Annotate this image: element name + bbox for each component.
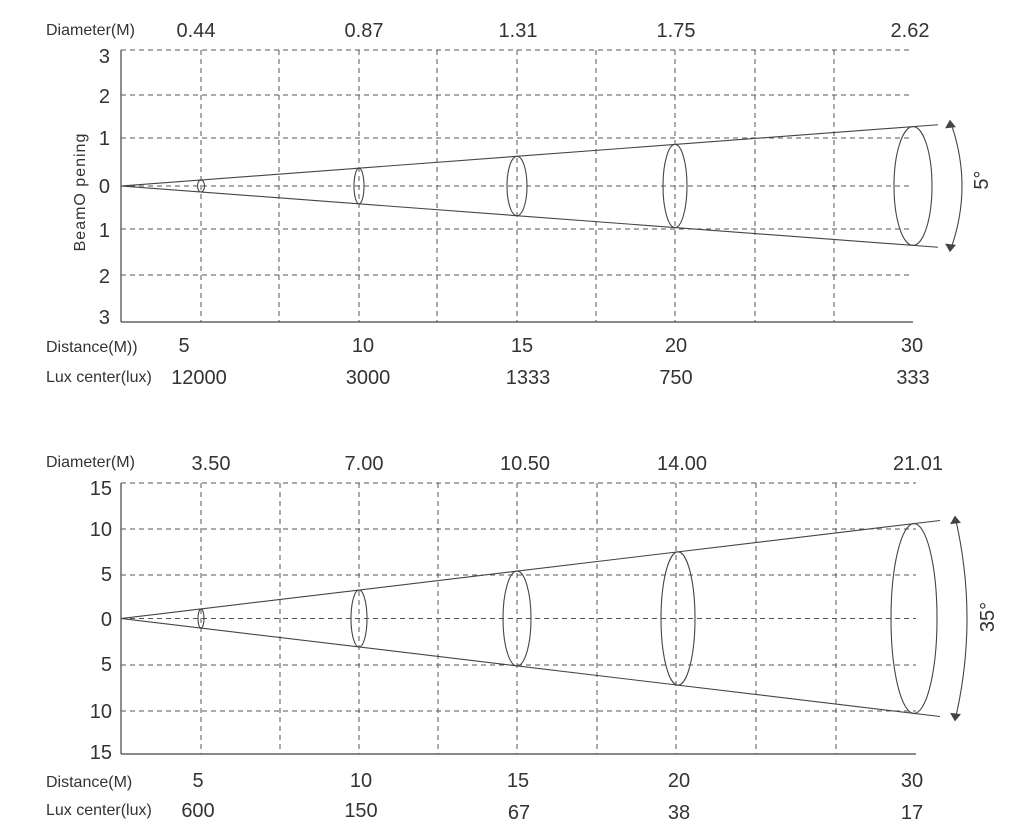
lux-value: 750: [659, 367, 692, 389]
diameter-value: 0.87: [345, 20, 384, 42]
y-tick-label: 5: [101, 564, 112, 586]
beam-spot-ellipse: [196, 179, 206, 193]
beam-spot-ellipse: [350, 589, 368, 648]
distance-value: 20: [668, 770, 690, 792]
distance-value: 30: [901, 335, 923, 357]
beam-edge-lower: [120, 617, 941, 718]
y-tick-label: 10: [90, 519, 112, 541]
arrowhead-down: [950, 712, 961, 722]
beam-angle-label: 5°: [971, 170, 993, 189]
beam-spot-ellipse: [893, 126, 933, 246]
distance-value: 10: [350, 770, 372, 792]
y-tick-label: 2: [99, 266, 110, 288]
diameter-value: 7.00: [345, 453, 384, 475]
beam-edge-upper: [120, 124, 939, 187]
lux-header: Lux center(lux): [46, 369, 152, 386]
distance-value: 20: [665, 335, 687, 357]
y-tick-label: 3: [99, 307, 110, 329]
chart-narrow: Diameter(M) 0.44 0.87 1.31 1.75 2.62 3 2…: [46, 20, 993, 389]
diameter-value: 3.50: [192, 453, 231, 475]
diameter-header: Diameter(M): [46, 22, 135, 39]
lux-value: 150: [344, 800, 377, 822]
beam-marks: [120, 515, 968, 722]
diameter-value: 10.50: [500, 453, 550, 475]
diameter-value: 0.44: [177, 20, 216, 42]
y-tick-label: 0: [101, 609, 112, 631]
diameter-header: Diameter(M): [46, 454, 135, 471]
lux-value: 38: [668, 802, 690, 824]
distance-value: 5: [178, 335, 189, 357]
y-tick-label: 2: [99, 86, 110, 108]
diameter-value: 1.75: [657, 20, 696, 42]
lux-value: 333: [896, 367, 929, 389]
beam-spot-ellipse: [353, 167, 365, 205]
lux-value: 67: [508, 802, 530, 824]
y-tick-label: 0: [99, 176, 110, 198]
y-tick-label: 10: [90, 701, 112, 723]
beam-spot-ellipse: [660, 551, 696, 686]
diameter-value: 21.01: [893, 453, 943, 475]
lux-value: 1333: [506, 367, 551, 389]
y-tick-label: 5: [101, 654, 112, 676]
beam-marks: [120, 119, 963, 253]
beam-angle-label: 35°: [977, 602, 999, 632]
distance-header: Distance(M)): [46, 339, 138, 356]
beam-spot-ellipse: [890, 523, 938, 714]
plot-grid: [120, 49, 913, 323]
plot-grid: [120, 482, 916, 755]
diameter-value: 14.00: [657, 453, 707, 475]
beam-spot-ellipse: [506, 155, 528, 217]
y-tick-label: 15: [90, 478, 112, 500]
distance-header: Distance(M): [46, 774, 132, 791]
beam-spot-ellipse: [197, 608, 205, 629]
distance-value: 30: [901, 770, 923, 792]
lux-value: 600: [181, 800, 214, 822]
beam-edge-upper: [120, 519, 941, 620]
diameter-value: 2.62: [891, 20, 930, 42]
lux-value: 3000: [346, 367, 391, 389]
arrowhead-up: [945, 119, 956, 129]
arrowhead-up: [950, 515, 961, 525]
arrowhead-down: [945, 243, 956, 253]
lux-header: Lux center(lux): [46, 802, 152, 819]
distance-value: 15: [507, 770, 529, 792]
y-tick-label: 1: [99, 128, 110, 150]
y-tick-label: 1: [99, 220, 110, 242]
beam-angle-arc: [954, 516, 968, 721]
y-axis-label: BeamO pening: [72, 133, 89, 252]
distance-value: 15: [511, 335, 533, 357]
beam-spot-ellipse: [662, 143, 688, 229]
lux-value: 17: [901, 802, 923, 824]
distance-value: 5: [192, 770, 203, 792]
beam-edge-lower: [120, 185, 939, 248]
beam-angle-arc: [949, 120, 963, 252]
y-tick-label: 3: [99, 46, 110, 68]
distance-value: 10: [352, 335, 374, 357]
beam-spot-ellipse: [502, 570, 532, 667]
lux-value: 12000: [171, 367, 227, 389]
chart-wide: Diameter(M) 3.50 7.00 10.50 14.00 21.01 …: [46, 453, 999, 824]
diameter-value: 1.31: [499, 20, 538, 42]
y-tick-label: 15: [90, 742, 112, 764]
